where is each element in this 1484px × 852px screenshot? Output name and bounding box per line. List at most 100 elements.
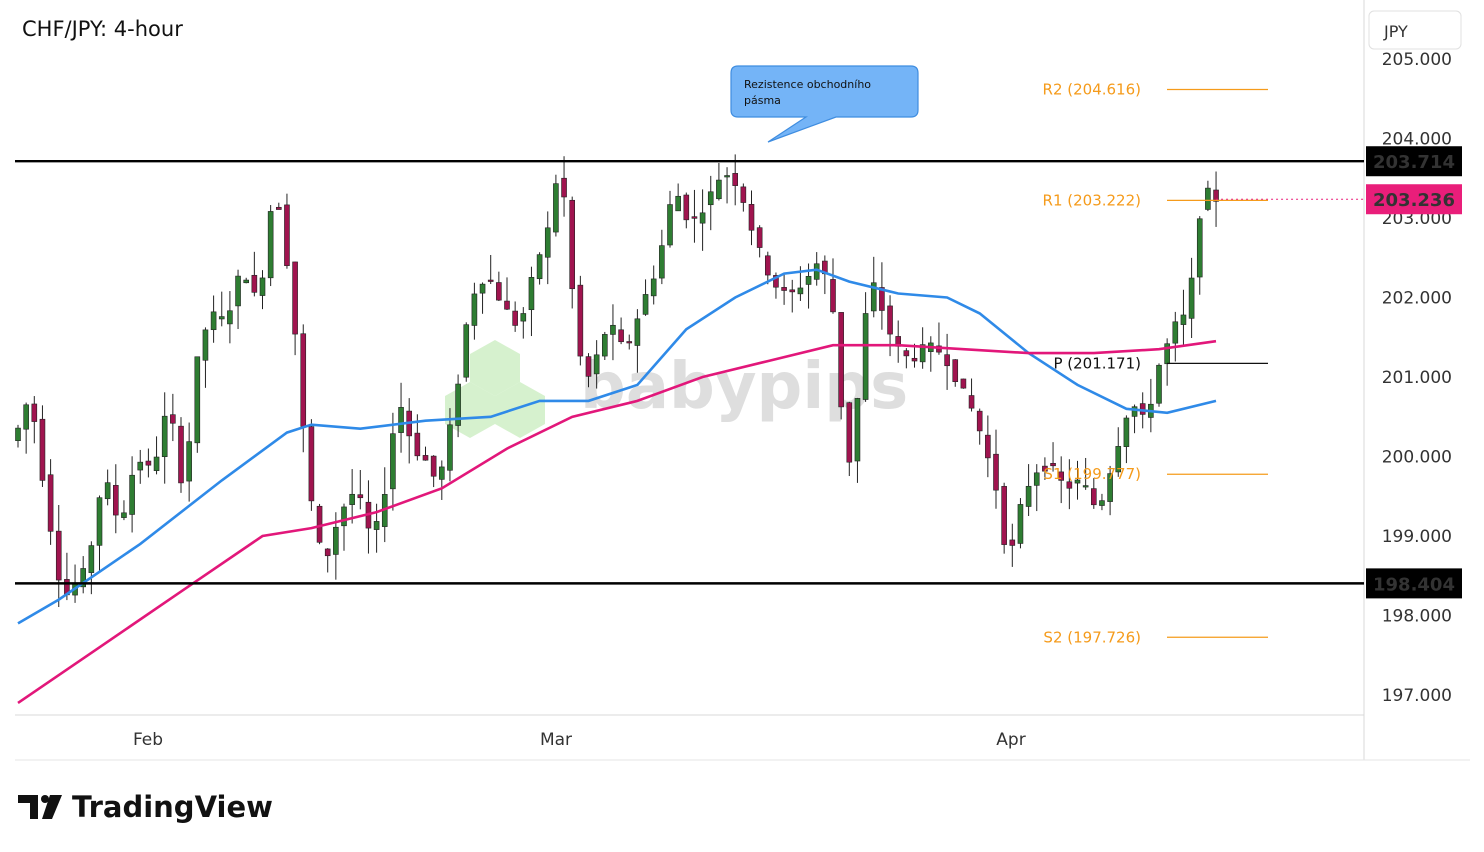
candle-body	[544, 227, 551, 258]
tradingview-logo-icon	[18, 795, 38, 819]
candle-body	[80, 568, 86, 588]
candle-body	[610, 324, 616, 335]
candle-body	[496, 282, 502, 301]
candle-body	[993, 453, 999, 491]
candle-body	[650, 278, 657, 297]
candle-body	[1115, 446, 1122, 473]
candle-body	[985, 434, 991, 459]
pivot-level-label: R1 (203.222)	[1043, 191, 1141, 209]
candle-body	[1107, 473, 1113, 502]
candle-body	[455, 383, 461, 426]
candle-body	[316, 505, 323, 543]
pivot-level-label: P (201.171)	[1053, 354, 1141, 372]
candle-body	[968, 395, 975, 409]
candle-body	[324, 548, 331, 557]
candle-body	[113, 485, 119, 516]
candle-body	[47, 474, 54, 532]
candle-body	[789, 289, 796, 293]
candle-body	[145, 460, 152, 466]
candle-body	[1082, 485, 1089, 488]
candle-body	[1091, 488, 1097, 506]
callout-line-1: Rezistence obchodního	[744, 78, 871, 91]
candle-body	[153, 456, 160, 471]
candle-body	[275, 206, 282, 210]
candle-body	[39, 418, 46, 481]
candle-body	[781, 287, 787, 291]
candle-body	[487, 279, 494, 282]
candle-body	[1058, 471, 1064, 481]
candle-body	[227, 310, 233, 325]
y-tick-label: 198.000	[1382, 607, 1452, 627]
candle-body	[773, 275, 779, 288]
candle-body	[1009, 539, 1016, 546]
candle-body	[373, 521, 380, 530]
candle-body	[1172, 321, 1179, 344]
candle-body	[724, 175, 730, 178]
candle-body	[960, 378, 967, 389]
price-labels: 203.714 198.404 203.236	[1216, 146, 1462, 599]
candle-body	[1123, 417, 1130, 447]
y-tick-label: 204.000	[1382, 130, 1452, 150]
y-tick-label: 199.000	[1382, 527, 1452, 547]
horizontal-lines	[15, 160, 1364, 585]
price-badge	[1366, 184, 1462, 215]
candle-body	[1066, 481, 1073, 489]
candle-body	[561, 177, 567, 198]
candle-body	[447, 424, 453, 471]
currency-button-bg[interactable]	[1368, 10, 1462, 50]
candle-body	[235, 275, 241, 307]
candle-body	[1099, 500, 1105, 506]
candle-body	[1025, 485, 1032, 507]
candle-body	[259, 277, 266, 296]
candle-body	[1213, 189, 1219, 202]
candle-body	[764, 255, 771, 276]
candle-body	[504, 300, 510, 310]
candle-body	[887, 305, 893, 335]
pivot-level-label: S1 (199.777)	[1043, 465, 1141, 483]
candle-body	[300, 333, 307, 427]
candle-body	[137, 461, 144, 471]
currency-label[interactable]: JPY	[1383, 22, 1408, 41]
candle-body	[1180, 314, 1187, 325]
candle-body	[1042, 465, 1048, 472]
x-tick-label: Mar	[540, 730, 572, 750]
candle-body	[218, 316, 225, 320]
y-tick-label: 197.000	[1382, 686, 1452, 706]
candle-body	[903, 350, 910, 357]
watermark-hex-icon	[470, 340, 520, 396]
candle-body	[553, 183, 559, 233]
candle-body	[430, 455, 437, 477]
time-axis: Feb Mar Apr	[133, 730, 1026, 750]
price-badge-label: 198.404	[1373, 574, 1455, 595]
y-tick-label: 202.000	[1382, 289, 1452, 309]
price-badge	[1366, 568, 1462, 599]
candle-body	[976, 410, 983, 432]
candle-body	[691, 216, 698, 219]
candle-body	[194, 356, 201, 444]
candle-body	[308, 426, 315, 502]
candle-body	[1188, 277, 1195, 319]
candle-body	[479, 283, 486, 294]
candle-body	[699, 212, 706, 224]
candle-body	[251, 274, 258, 293]
tradingview-wordmark: TradingView	[72, 790, 273, 824]
candle-body	[846, 402, 853, 463]
candle-body	[96, 497, 103, 546]
candle-body	[438, 466, 445, 480]
candle-body	[1033, 472, 1040, 486]
candle-body	[536, 254, 543, 280]
candle-body	[528, 277, 535, 311]
candle-body	[202, 329, 209, 361]
currency-button[interactable]: JPY	[1368, 10, 1462, 50]
candle-body	[333, 526, 339, 555]
candle-body	[170, 414, 176, 424]
pivot-level-label: R2 (204.616)	[1043, 81, 1141, 99]
candle-body	[879, 287, 885, 311]
candle-body	[642, 294, 649, 315]
candle-body	[707, 191, 714, 206]
candle-body	[569, 199, 576, 290]
candle-body	[243, 279, 249, 284]
watermark-hex-icon	[495, 382, 545, 438]
candle-body	[634, 318, 641, 346]
